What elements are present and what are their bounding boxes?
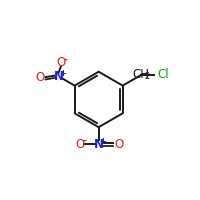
Text: O: O	[76, 138, 85, 151]
Text: N: N	[54, 70, 64, 83]
Text: Cl: Cl	[157, 68, 169, 81]
Text: N: N	[94, 138, 104, 151]
Text: O: O	[114, 138, 123, 151]
Text: -: -	[83, 136, 87, 146]
Text: -: -	[64, 55, 68, 65]
Text: +: +	[59, 69, 66, 78]
Text: O: O	[56, 56, 66, 69]
Text: CH: CH	[133, 68, 150, 81]
Text: +: +	[99, 137, 106, 146]
Text: O: O	[36, 71, 45, 84]
Text: 2: 2	[144, 72, 149, 81]
